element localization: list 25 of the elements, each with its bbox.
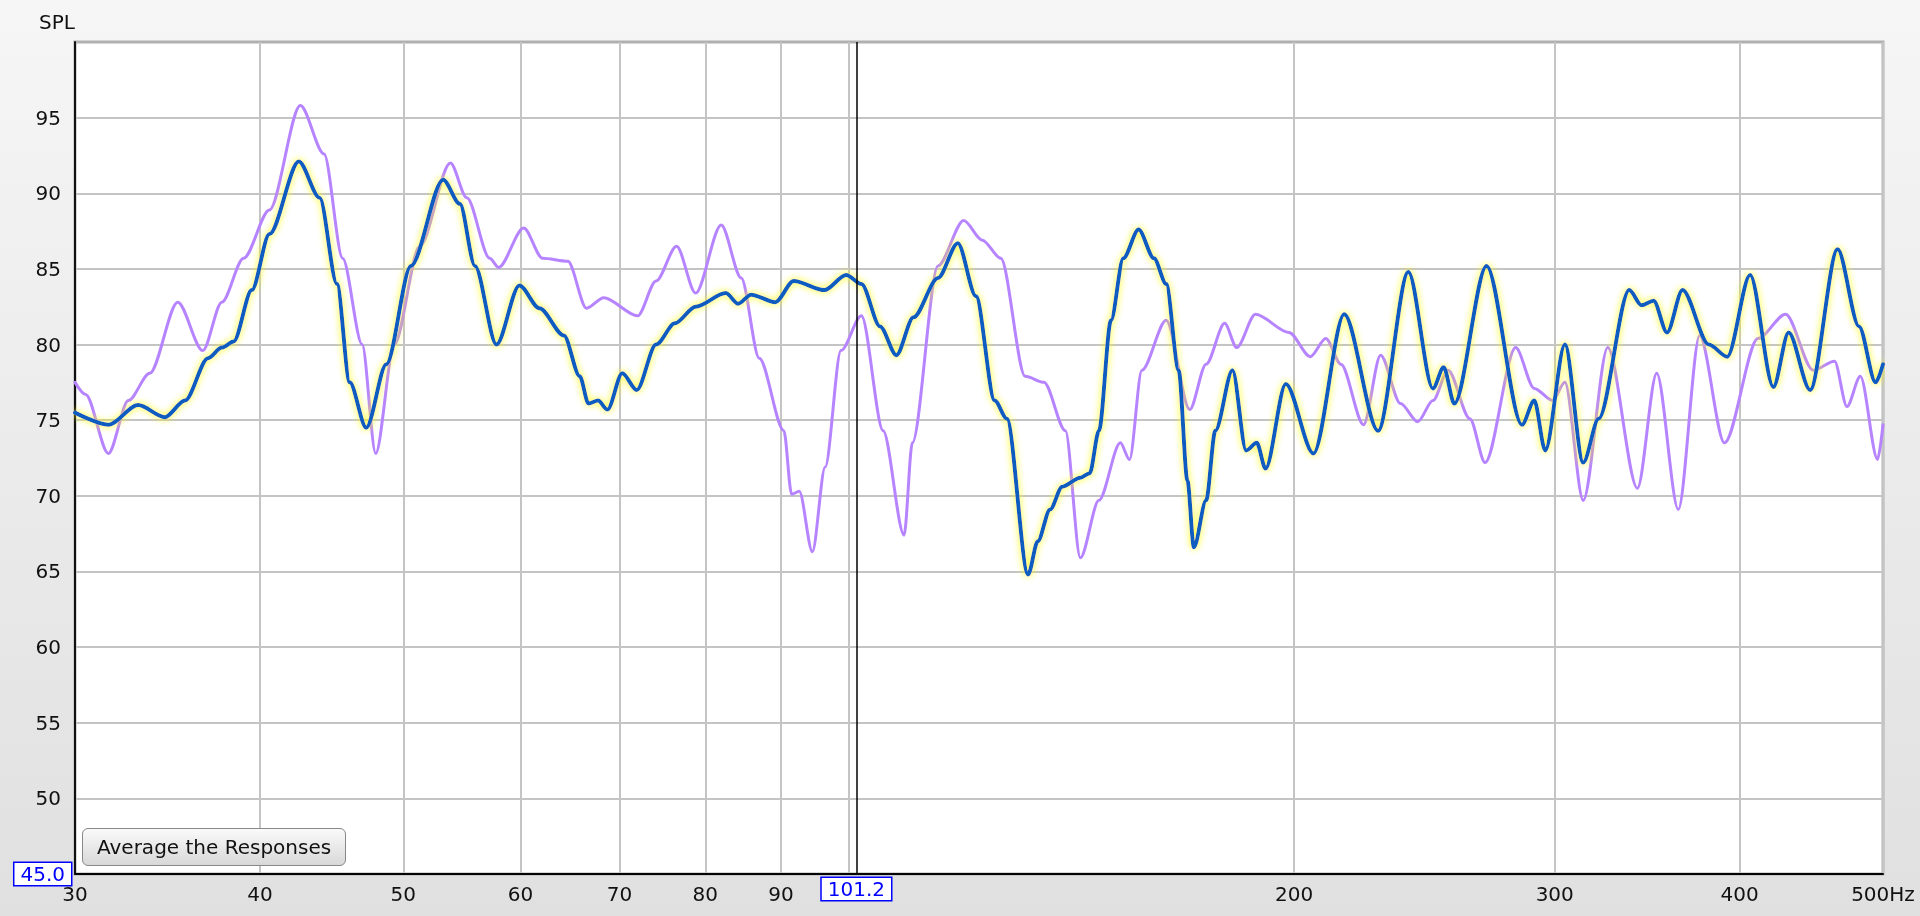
x-tick-label: 30 [62, 882, 88, 906]
x-tick-label: 400 [1720, 882, 1759, 906]
x-tick-label: 80 [692, 882, 719, 906]
y-tick-label: 75 [35, 408, 61, 433]
ref-line-label: 45.0 [20, 862, 65, 886]
x-tick-label: 60 [507, 882, 534, 906]
y-tick-label: 90 [35, 181, 61, 206]
y-tick-label: 70 [35, 483, 61, 508]
y-tick-label: 85 [35, 256, 61, 281]
y-tick-label: 65 [35, 559, 61, 584]
y-tick-label: 80 [35, 332, 61, 357]
x-tick-label: 300 [1535, 882, 1574, 906]
y-tick-label: 60 [35, 635, 61, 660]
x-tick-label: 200 [1275, 882, 1314, 906]
x-tick-label: 500Hz [1851, 882, 1915, 906]
average-button[interactable]: Average the Responses [82, 828, 347, 866]
x-tick-label: 40 [247, 882, 273, 906]
y-tick-label: 95 [35, 105, 61, 130]
y-axis-title: SPL [39, 10, 76, 34]
x-tick-label: 70 [606, 882, 633, 906]
ref-line-label: 101.2 [827, 877, 886, 901]
x-tick-label: 50 [390, 882, 416, 906]
x-tick-label: 90 [768, 882, 794, 906]
y-tick-label: 55 [35, 710, 61, 735]
y-tick-label: 50 [35, 786, 61, 811]
